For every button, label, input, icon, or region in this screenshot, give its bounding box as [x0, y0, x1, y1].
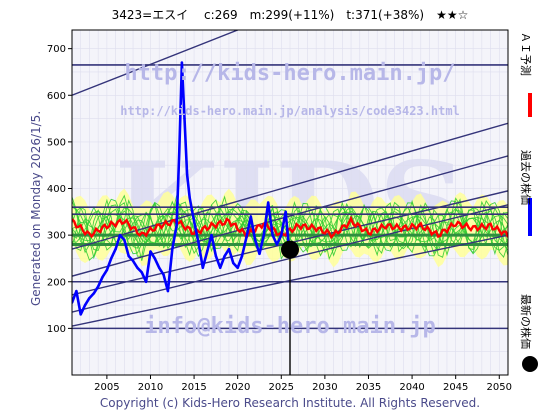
past-price-point	[83, 303, 87, 307]
past-price-point	[92, 292, 96, 295]
past-price-point	[223, 254, 226, 258]
past-price-point	[88, 296, 91, 300]
analysis-url-watermark: http://kids-hero.main.jp/analysis/code34…	[120, 104, 460, 118]
past-price-point	[96, 285, 100, 288]
legend-forecast-label: ＡＩ予測	[519, 32, 533, 76]
y-tick-label: 700	[47, 44, 66, 55]
past-price-point	[227, 247, 231, 251]
past-price-point	[136, 266, 139, 269]
x-tick-label: 2040	[399, 382, 424, 393]
past-price-point	[245, 236, 248, 239]
past-price-point	[271, 233, 274, 237]
past-price-line	[72, 61, 291, 316]
past-price-point	[240, 254, 244, 258]
ensemble-line	[72, 205, 508, 249]
past-price-point	[185, 173, 189, 176]
url-watermark: http://kids-hero.main.jp/	[124, 61, 455, 86]
past-price-point	[153, 257, 157, 260]
latest-price-point	[281, 240, 299, 259]
channel-line	[72, 155, 508, 277]
past-price-point	[284, 210, 287, 214]
past-price-point	[193, 224, 197, 228]
x-tick-label: 2045	[443, 382, 468, 393]
past-price-point	[101, 275, 104, 279]
x-tick-label: 2030	[312, 382, 337, 393]
x-tick-label: 2035	[356, 382, 381, 393]
past-price-point	[144, 280, 148, 283]
x-tick-label: 2020	[225, 382, 250, 393]
past-price-point	[158, 266, 161, 269]
y-axis: 100 200 300 400 500 600 700	[47, 44, 72, 335]
channel-line	[72, 30, 238, 96]
past-price-point	[110, 257, 113, 260]
x-tick-label: 2015	[181, 382, 206, 393]
past-price-point	[166, 289, 170, 293]
past-price-point	[162, 273, 165, 276]
past-price-point	[175, 224, 178, 228]
y-tick-label: 400	[47, 184, 66, 195]
channel-line	[72, 122, 508, 250]
legend-latest-label: 最新の株価	[519, 294, 533, 349]
past-price-point	[114, 247, 117, 251]
x-tick-label: 2010	[138, 382, 163, 393]
past-price-point	[105, 268, 109, 272]
past-price-point	[232, 261, 235, 265]
past-price-series	[72, 61, 291, 316]
y-tick-label: 100	[47, 324, 66, 335]
x-tick-label: 2005	[94, 382, 119, 393]
forecast-series	[72, 215, 508, 241]
past-price-point	[191, 210, 194, 214]
forecast-line	[72, 215, 508, 241]
copyright: Copyright (c) Kids-Hero Research Institu…	[100, 396, 480, 410]
past-price-point	[79, 313, 82, 316]
past-price-point	[123, 238, 126, 241]
past-price-point	[249, 215, 252, 218]
past-price-point	[253, 238, 257, 241]
legend-past-label: 過去の株価	[519, 150, 533, 205]
past-price-point	[140, 271, 143, 274]
x-tick-label: 2050	[487, 382, 512, 393]
legend: ＡＩ予測 過去の株価 最新の株価	[519, 32, 538, 372]
plot-frame	[71, 29, 509, 376]
past-price-point	[75, 289, 78, 293]
past-price-point	[201, 266, 204, 269]
past-price-point	[236, 266, 239, 269]
past-price-point	[118, 233, 122, 237]
past-price-point	[197, 240, 200, 244]
past-price-point	[210, 233, 213, 237]
past-price-point	[267, 201, 270, 204]
past-price-point	[280, 233, 283, 237]
past-price-point	[131, 259, 135, 262]
y-tick-label: 300	[47, 231, 66, 242]
past-price-point	[149, 250, 152, 253]
past-price-point	[205, 250, 209, 253]
chart-title: 3423=エスイ c:269 m:299(+11%) t:371(+38%) ★…	[112, 8, 469, 22]
past-price-point	[219, 266, 222, 269]
past-price-point	[180, 61, 184, 64]
y-tick-label: 200	[47, 277, 66, 288]
past-price-point	[127, 254, 130, 258]
past-price-point	[214, 254, 218, 258]
ensemble-line	[72, 195, 508, 261]
past-price-point	[262, 233, 266, 237]
y-tick-label: 500	[47, 137, 66, 148]
x-tick-label: 2025	[269, 382, 294, 393]
latest-price-marker	[281, 240, 299, 375]
past-price-point	[275, 243, 279, 246]
past-price-point	[171, 247, 174, 251]
y-tick-label: 600	[47, 91, 66, 102]
past-price-point	[258, 252, 261, 255]
legend-latest-swatch	[522, 356, 538, 372]
past-price-point	[183, 117, 186, 120]
x-axis: 2005 2010 2015 2020 2025 2030 2035 2040 2045 2050	[94, 375, 512, 393]
past-price-point	[188, 196, 191, 200]
generated-date: Generated on Monday 2026/1/5.	[29, 111, 43, 306]
past-price-point	[178, 150, 181, 153]
